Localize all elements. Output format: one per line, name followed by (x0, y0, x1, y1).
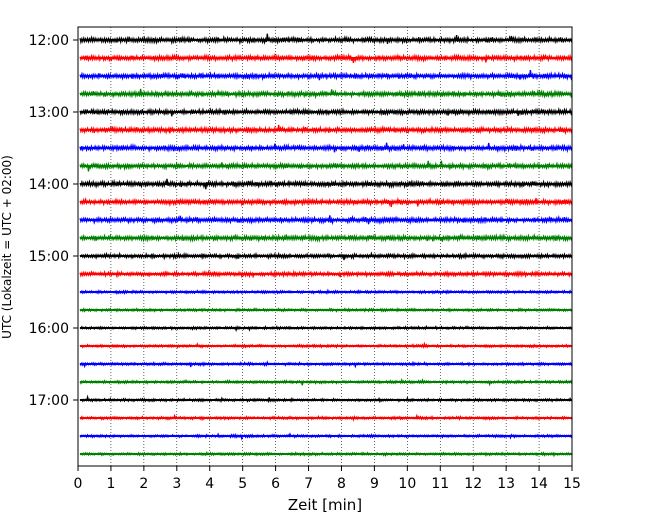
x-tick-label: 5 (238, 476, 247, 492)
y-tick-label: 13:00 (29, 105, 69, 121)
y-axis: 12:00 13:00 14:00 15:00 16:00 17:00 (29, 33, 78, 409)
x-axis-label: Zeit [min] (288, 496, 362, 514)
x-tick-label: 15 (563, 476, 581, 492)
x-tick-label: 1 (106, 476, 115, 492)
x-tick-label: 12 (464, 476, 482, 492)
y-tick-label: 14:00 (29, 177, 69, 193)
x-tick-label: 0 (74, 476, 83, 492)
x-tick-label: 7 (304, 476, 313, 492)
x-tick-label: 11 (431, 476, 449, 492)
x-tick-label: 13 (497, 476, 515, 492)
x-tick-label: 2 (139, 476, 148, 492)
vertical-grid (110, 27, 540, 466)
x-tick-label: 8 (337, 476, 346, 492)
plot-frame (77, 26, 573, 467)
x-tick-label: 9 (370, 476, 379, 492)
x-tick-label: 10 (398, 476, 416, 492)
y-tick-label: 12:00 (29, 33, 69, 49)
x-axis: 0 1 2 3 4 5 6 7 8 9 10 11 12 13 14 15 (74, 466, 581, 492)
y-tick-label: 16:00 (29, 321, 69, 337)
y-tick-label: 17:00 (29, 393, 69, 409)
trace-1200 (79, 33, 573, 46)
x-tick-label: 4 (205, 476, 214, 492)
y-tick-label: 15:00 (29, 249, 69, 265)
x-tick-label: 14 (530, 476, 548, 492)
trace-layer (79, 33, 573, 458)
x-tick-label: 6 (271, 476, 280, 492)
x-tick-label: 3 (172, 476, 181, 492)
trace-1215 (79, 52, 573, 64)
y-axis-label: UTC (Lokalzeit = UTC + 02:00) (0, 155, 14, 339)
